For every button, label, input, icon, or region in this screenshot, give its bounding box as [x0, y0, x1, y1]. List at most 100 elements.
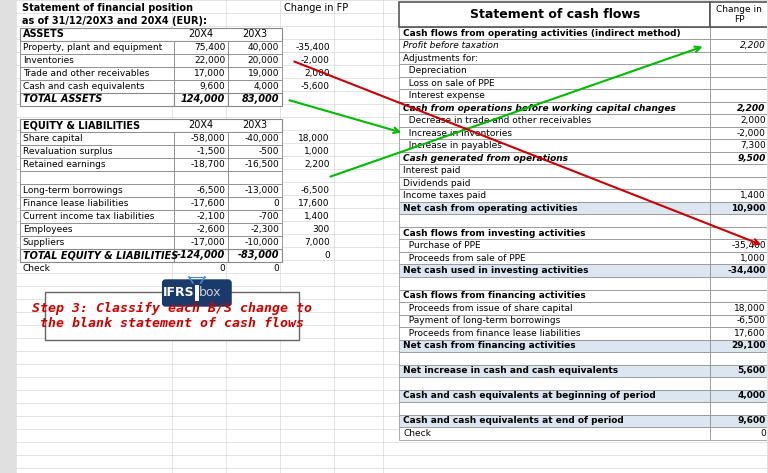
Bar: [399, 277, 710, 289]
Bar: [710, 64, 768, 77]
Text: Statement of financial position: Statement of financial position: [22, 3, 193, 14]
Text: Check: Check: [23, 264, 51, 273]
Bar: [228, 132, 282, 145]
Text: -83,000: -83,000: [237, 251, 279, 261]
Text: 2,200: 2,200: [304, 160, 329, 169]
Bar: [399, 365, 710, 377]
Bar: [20, 145, 174, 158]
Bar: [174, 171, 228, 184]
Bar: [710, 165, 768, 177]
Bar: [399, 89, 710, 102]
Bar: [20, 223, 174, 236]
Bar: [228, 171, 282, 184]
Text: TOTAL ASSETS: TOTAL ASSETS: [23, 95, 102, 105]
Text: Increase in payables: Increase in payables: [403, 141, 502, 150]
Text: 0: 0: [760, 429, 766, 438]
Bar: [710, 89, 768, 102]
Text: -13,000: -13,000: [244, 186, 279, 195]
Text: Employees: Employees: [23, 225, 72, 234]
Bar: [710, 302, 768, 315]
Bar: [710, 427, 768, 439]
Bar: [45, 292, 300, 340]
Bar: [20, 236, 174, 249]
Text: TOTAL EQUITY & LIABILITIES: TOTAL EQUITY & LIABILITIES: [23, 251, 178, 261]
Bar: [710, 190, 768, 202]
Bar: [710, 377, 768, 389]
Text: -17,000: -17,000: [190, 238, 225, 247]
Text: Property, plant and equipment: Property, plant and equipment: [23, 43, 162, 52]
Text: 22,000: 22,000: [194, 56, 225, 65]
Bar: [195, 285, 199, 301]
Text: Profit before taxation: Profit before taxation: [403, 41, 499, 50]
Text: Check: Check: [403, 429, 431, 438]
Bar: [710, 252, 768, 264]
Text: 1,000: 1,000: [304, 147, 329, 156]
Text: 40,000: 40,000: [247, 43, 279, 52]
Bar: [174, 132, 228, 145]
Text: Long-term borrowings: Long-term borrowings: [23, 186, 122, 195]
Bar: [710, 227, 768, 239]
Text: 9,600: 9,600: [737, 416, 766, 425]
Bar: [710, 127, 768, 140]
Text: Current income tax liabilities: Current income tax liabilities: [23, 212, 154, 221]
Text: 2,200: 2,200: [737, 104, 766, 113]
Text: -6,500: -6,500: [196, 186, 225, 195]
Bar: [20, 67, 174, 80]
Bar: [174, 93, 228, 106]
Text: 4,000: 4,000: [253, 82, 279, 91]
Text: -35,400: -35,400: [731, 241, 766, 250]
Bar: [20, 210, 174, 223]
Bar: [710, 152, 768, 165]
Bar: [20, 80, 174, 93]
Bar: [174, 197, 228, 210]
Text: Inventories: Inventories: [23, 56, 74, 65]
Text: 19,000: 19,000: [247, 69, 279, 78]
Bar: [399, 52, 710, 64]
Bar: [710, 40, 768, 52]
Text: -5,600: -5,600: [301, 82, 329, 91]
Bar: [399, 114, 710, 127]
Bar: [228, 41, 282, 54]
Text: 0: 0: [273, 199, 279, 208]
Bar: [399, 402, 710, 414]
Bar: [710, 414, 768, 427]
Text: 83,000: 83,000: [241, 95, 279, 105]
Bar: [174, 80, 228, 93]
Bar: [710, 177, 768, 190]
Text: -58,000: -58,000: [190, 134, 225, 143]
Text: Cash generated from operations: Cash generated from operations: [403, 154, 568, 163]
Text: Decrease in trade and other receivables: Decrease in trade and other receivables: [403, 116, 591, 125]
Text: 20X3: 20X3: [243, 121, 267, 131]
Bar: [710, 402, 768, 414]
Bar: [20, 119, 282, 132]
Bar: [174, 158, 228, 171]
Text: 10,900: 10,900: [731, 204, 766, 213]
Text: 18,000: 18,000: [734, 304, 766, 313]
Text: Interest expense: Interest expense: [403, 91, 485, 100]
Bar: [20, 197, 174, 210]
Bar: [399, 165, 710, 177]
Text: IFRS: IFRS: [164, 287, 195, 299]
Text: 0: 0: [220, 264, 225, 273]
Text: Net cash used in investing activities: Net cash used in investing activities: [403, 266, 588, 275]
Bar: [228, 67, 282, 80]
Bar: [399, 239, 710, 252]
Text: Cash and cash equivalents: Cash and cash equivalents: [23, 82, 144, 91]
Bar: [228, 223, 282, 236]
Text: Cash flows from operating activities (indirect method): Cash flows from operating activities (in…: [403, 29, 680, 38]
Text: Cash and cash equivalents at beginning of period: Cash and cash equivalents at beginning o…: [403, 391, 656, 400]
Bar: [399, 389, 710, 402]
Bar: [399, 177, 710, 190]
Bar: [710, 389, 768, 402]
Bar: [174, 184, 228, 197]
Bar: [228, 236, 282, 249]
Text: 20X3: 20X3: [243, 29, 267, 40]
Bar: [399, 152, 710, 165]
Text: -2,100: -2,100: [197, 212, 225, 221]
Bar: [174, 41, 228, 54]
Text: Proceeds from finance lease liabilities: Proceeds from finance lease liabilities: [403, 329, 581, 338]
Text: 0: 0: [273, 264, 279, 273]
Text: Revaluation surplus: Revaluation surplus: [23, 147, 112, 156]
Text: 1,400: 1,400: [304, 212, 329, 221]
Text: Net cash from operating activities: Net cash from operating activities: [403, 204, 578, 213]
